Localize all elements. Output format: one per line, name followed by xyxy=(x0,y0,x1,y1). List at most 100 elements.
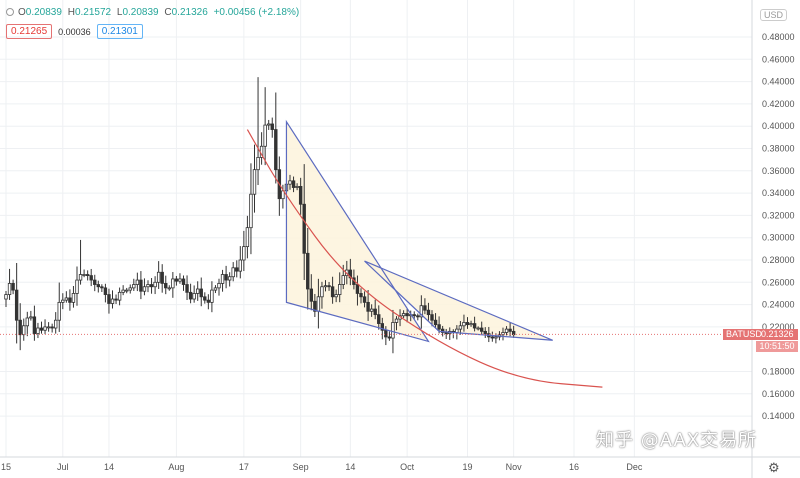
candle-body xyxy=(483,330,487,334)
candle-body xyxy=(82,274,86,276)
candle-body xyxy=(46,326,51,329)
y-tick-label: 0.14000 xyxy=(762,411,795,421)
candle-body xyxy=(217,283,221,289)
candle-body xyxy=(316,296,321,312)
candle-body xyxy=(7,283,12,295)
candle-body xyxy=(132,284,136,289)
y-tick-label: 0.22000 xyxy=(762,322,795,332)
candle-body xyxy=(146,284,150,288)
arc-curve xyxy=(246,129,603,388)
price-axis[interactable]: 0.48000 0.46000 0.44000 0.42000 0.40000 0.380… xyxy=(762,32,795,421)
candle-body xyxy=(89,275,93,281)
candle-body xyxy=(14,289,19,321)
y-tick-label: 0.36000 xyxy=(762,166,795,176)
candle-body xyxy=(185,284,189,293)
y-tick-label: 0.28000 xyxy=(762,255,795,265)
candle-body xyxy=(139,279,143,292)
candle-body xyxy=(43,326,47,331)
sell-button[interactable]: 0.21265 xyxy=(6,24,53,39)
candle-body xyxy=(206,299,211,303)
x-tick-label: Sep xyxy=(293,462,309,472)
candle-body xyxy=(103,287,108,295)
x-tick-label: 15 xyxy=(1,462,11,472)
candle-body xyxy=(22,325,26,336)
candle-body xyxy=(128,287,132,291)
candle-body xyxy=(188,291,193,300)
candle-body xyxy=(164,283,168,289)
candle-body xyxy=(295,186,299,188)
candle-body xyxy=(195,288,200,294)
candle-body xyxy=(96,284,100,288)
last-price-label: BATUSD 0.21326 xyxy=(723,328,798,340)
close-label: C xyxy=(164,7,172,18)
candle-body xyxy=(71,293,76,303)
candlesticks xyxy=(4,77,516,354)
y-tick-label: 0.44000 xyxy=(762,77,795,87)
candle-body xyxy=(472,323,477,329)
candle-body xyxy=(174,278,179,282)
candle-body xyxy=(405,313,409,317)
candle-body xyxy=(465,322,470,326)
candle-body xyxy=(245,227,250,248)
symbol-label: BATUSD xyxy=(726,328,762,339)
buy-button[interactable]: 0.21301 xyxy=(96,24,143,39)
candle-body xyxy=(178,278,182,282)
candle-body xyxy=(288,180,292,185)
candle-body xyxy=(455,328,459,333)
candle-body xyxy=(270,123,274,130)
candle-body xyxy=(235,267,239,272)
bar-countdown: 10:51:50 xyxy=(756,340,798,352)
x-tick-label: Aug xyxy=(168,462,184,472)
y-tick-label: 0.16000 xyxy=(762,389,795,399)
candle-body xyxy=(85,274,90,277)
x-tick-label: Dec xyxy=(626,462,643,472)
candle-body xyxy=(419,305,424,318)
candle-body xyxy=(39,327,44,331)
candle-body xyxy=(75,279,79,294)
low-value: 0.20839 xyxy=(122,7,159,18)
gear-icon[interactable]: ⚙ xyxy=(768,460,780,475)
candle-body xyxy=(458,325,463,330)
candle-body xyxy=(366,301,370,312)
currency-selector[interactable]: USD xyxy=(760,9,788,21)
ohlc-legend: O0.20839 H0.21572 L0.20839 C0.21326 +0.0… xyxy=(6,7,299,18)
x-tick-label: 16 xyxy=(569,462,579,472)
candle-body xyxy=(440,328,445,333)
candle-body xyxy=(377,314,381,324)
candle-body xyxy=(78,274,83,281)
candle-body xyxy=(107,294,111,304)
candle-body xyxy=(330,286,335,298)
time-axis[interactable]: 15 Jul 14 Aug 17 Sep 14 Oct 19 Nov 16 Dec xyxy=(1,462,643,472)
candle-body xyxy=(167,287,171,290)
candle-body xyxy=(302,203,306,254)
candle-body xyxy=(68,297,72,303)
candle-body xyxy=(125,289,129,292)
candle-body xyxy=(320,286,324,298)
watermark-text: 知乎 @AAX交易所 xyxy=(596,430,758,451)
candle-body xyxy=(476,327,480,330)
drawings[interactable] xyxy=(246,119,603,388)
candle-body xyxy=(423,305,427,311)
triangle-pattern xyxy=(285,119,430,343)
candle-body xyxy=(220,274,225,284)
y-tick-label: 0.48000 xyxy=(762,32,795,42)
quote-bar: 0.21265 0.00036 0.21301 xyxy=(6,24,143,39)
candle-body xyxy=(387,336,392,339)
candle-body xyxy=(309,288,313,302)
candle-body xyxy=(117,291,122,301)
candle-body xyxy=(355,284,360,294)
candle-body xyxy=(263,124,267,147)
candle-body xyxy=(36,327,40,334)
candle-body xyxy=(323,285,328,288)
candle-body xyxy=(369,308,374,312)
y-tick-label: 0.42000 xyxy=(762,99,795,109)
y-tick-label: 0.18000 xyxy=(762,367,795,377)
candle-body xyxy=(462,322,466,327)
visibility-icon[interactable] xyxy=(6,8,14,17)
x-tick-label: 14 xyxy=(345,462,355,472)
candle-body xyxy=(384,329,388,338)
candle-body xyxy=(153,281,157,288)
open-value: 0.20839 xyxy=(25,7,62,18)
pattern-fill xyxy=(286,121,553,342)
